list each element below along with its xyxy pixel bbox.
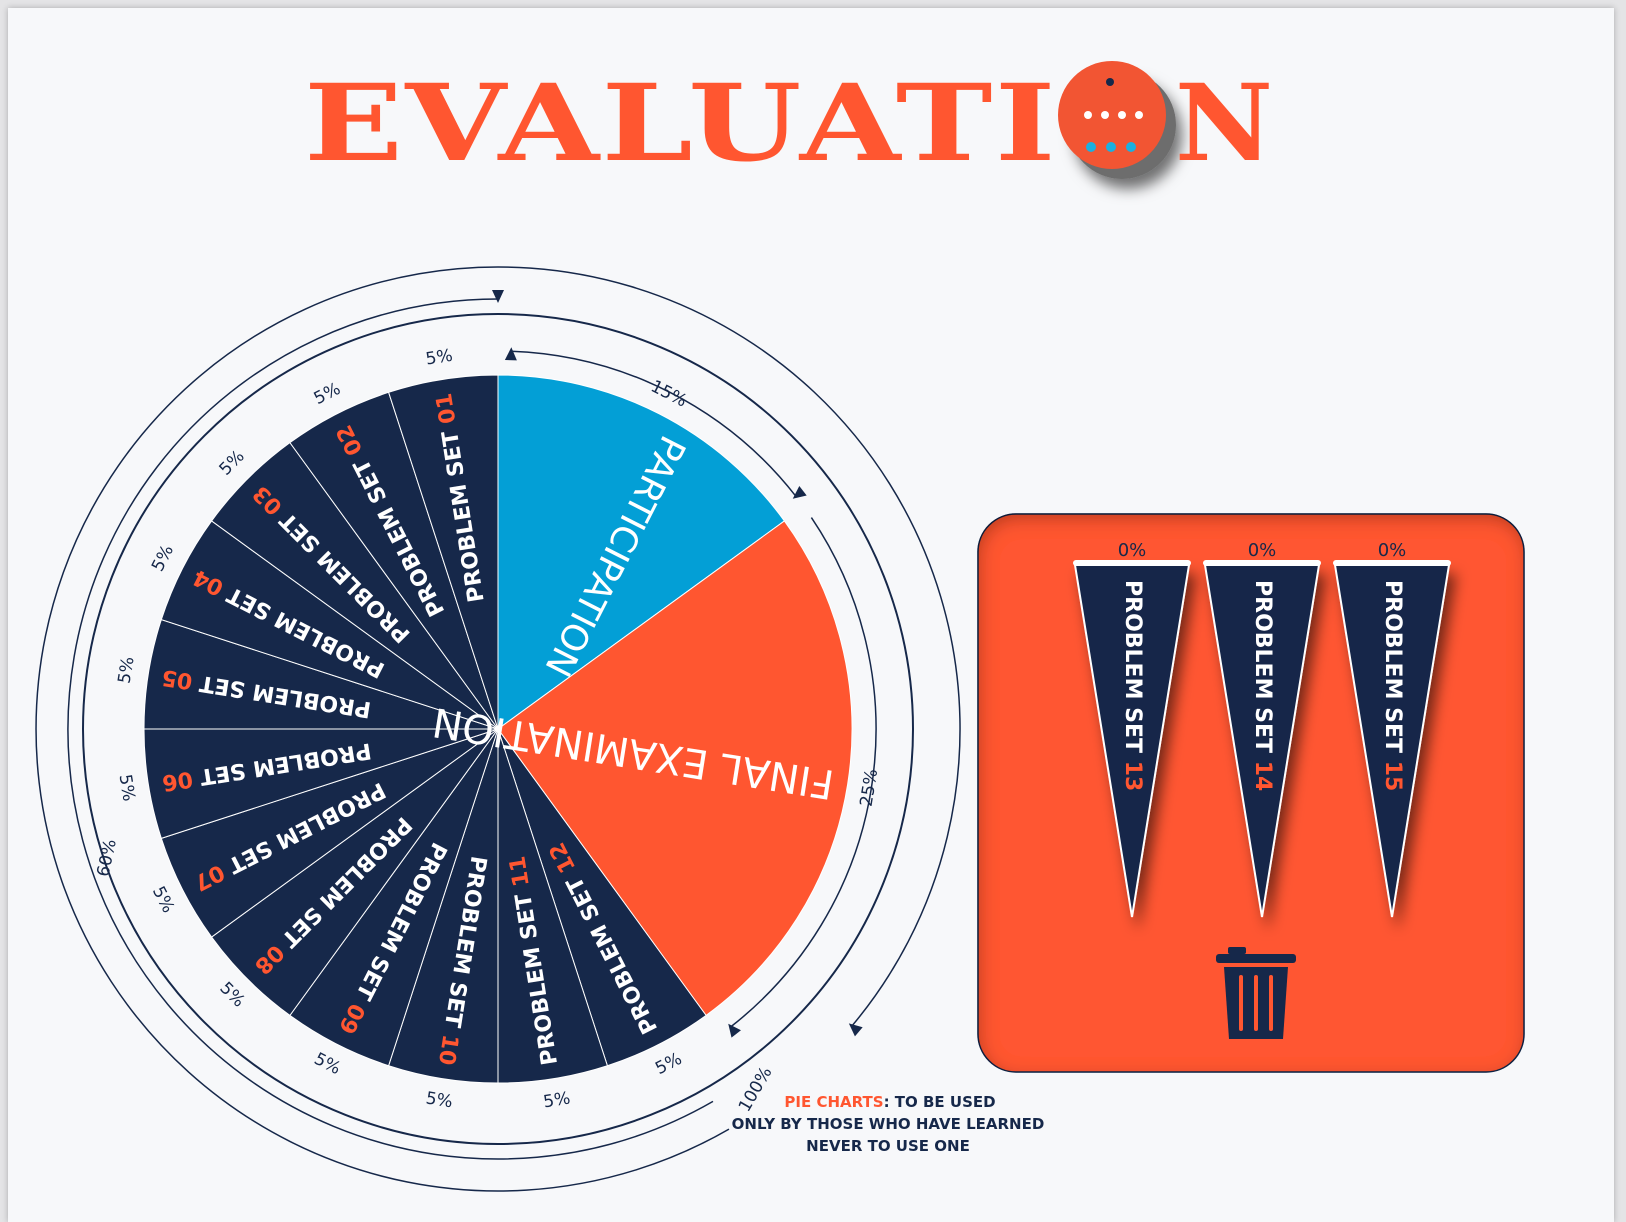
arc-participation	[511, 350, 797, 497]
value-label-problem-set-06: 5%	[115, 773, 139, 803]
value-label-problem-set-02: 5%	[311, 379, 344, 409]
arc-problem-sets	[67, 298, 714, 1160]
pennant-problem-set-15: 0% PROBLEM SET 15	[1333, 540, 1451, 918]
pennant-value-13: 0%	[1118, 540, 1147, 561]
pie-dial-icon	[1058, 61, 1176, 179]
pennant-problem-set-13: 0% PROBLEM SET 13	[1073, 540, 1191, 918]
pie-chart-note: PIE CHARTS: TO BE USED ONLY BY THOSE WHO…	[732, 1093, 1045, 1155]
pennants: 0% PROBLEM SET 13 0% PROBLEM SET 14 0% PROBLE…	[1073, 540, 1451, 918]
value-label-problem-set-05: 5%	[115, 655, 139, 685]
note-line1: : TO BE USED	[884, 1093, 996, 1111]
arc-arrow-participation-end	[792, 486, 807, 499]
pennant-label-15: PROBLEM SET 15	[1380, 580, 1405, 791]
pie-slice-participation	[497, 374, 786, 730]
pennant-label-14: PROBLEM SET 14	[1250, 580, 1275, 791]
value-label-problem-set-07: 5%	[148, 883, 178, 916]
value-label-problem-set-03: 5%	[215, 446, 248, 479]
pie-slice-final-examination	[497, 520, 853, 1017]
pennant-value-15: 0%	[1378, 540, 1407, 561]
group-arcs	[35, 266, 961, 1192]
svg-text:PIE CHARTS: TO BE USED: PIE CHARTS: TO BE USED	[784, 1093, 995, 1111]
value-label-problem-set-04: 5%	[148, 542, 178, 575]
value-label-problem-set-08: 5%	[215, 978, 248, 1011]
arc-arrow-final-examination	[728, 1023, 741, 1038]
value-label-problem-set-10: 5%	[424, 1088, 454, 1112]
pennant-label-13: PROBLEM SET 13	[1120, 580, 1145, 791]
note-line3: NEVER TO USE ONE	[806, 1137, 970, 1155]
arc-arrow-participation	[504, 347, 517, 361]
title-text-right: N	[1175, 60, 1275, 185]
note-line2: ONLY BY THOSE WHO HAVE LEARNED	[732, 1115, 1045, 1133]
value-label-problem-set-11: 5%	[542, 1088, 572, 1112]
group-label-problem-sets: 60%	[93, 837, 120, 878]
arc-arrow-problem-sets	[492, 290, 504, 303]
value-label-problem-set-01: 5%	[424, 346, 454, 370]
note-highlight: PIE CHARTS	[784, 1093, 883, 1111]
arc-final-examination	[730, 517, 877, 1028]
pennant-problem-set-14: 0% PROBLEM SET 14	[1203, 540, 1321, 918]
pie-inner-ring	[82, 313, 914, 1145]
title: EVALUATI N	[304, 60, 1275, 185]
value-label-participation: 15%	[647, 377, 690, 412]
pie-slice-problem-set-01	[387, 374, 499, 730]
arc-arrow-total	[848, 1023, 863, 1037]
value-label-problem-set-09: 5%	[311, 1049, 344, 1079]
discard-panel: 0% PROBLEM SET 13 0% PROBLEM SET 14 0% PROBLE…	[977, 513, 1525, 1073]
arc-total	[35, 266, 961, 1192]
pennant-value-14: 0%	[1248, 540, 1277, 561]
trash-can-icon	[1216, 947, 1296, 1039]
value-label-problem-set-12: 5%	[652, 1049, 685, 1079]
title-text-left: EVALUATI	[304, 60, 1058, 185]
value-label-final-examination: 25%	[857, 768, 883, 808]
group-label-total: 100%	[735, 1063, 777, 1115]
evaluation-page: EVALUATI N PARTICIPATION FINAL EXAMINATIO…	[8, 8, 1614, 1222]
